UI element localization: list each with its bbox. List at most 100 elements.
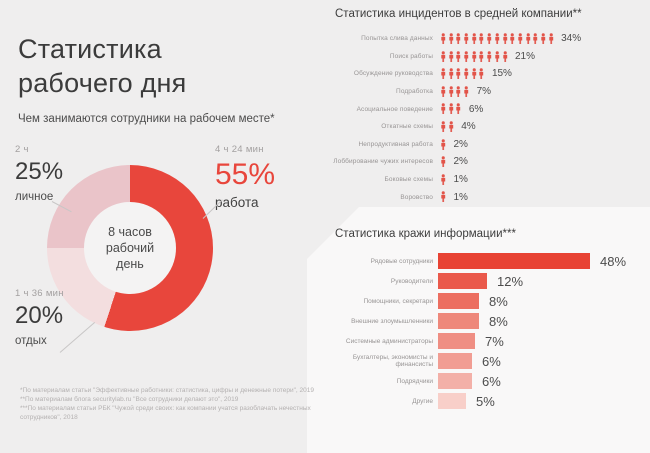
- segment-rest-name: отдых: [15, 335, 47, 347]
- footnotes: *По материалам статьи "Эффективные работ…: [20, 386, 320, 422]
- incident-row: Непродуктивная работа 2%: [330, 136, 581, 154]
- person-icon: [472, 33, 476, 44]
- theft-bar-row: Подрядчики 6%: [315, 371, 626, 391]
- leader-line-rest: [59, 321, 96, 353]
- incidents-rows: Попытка слива данных 34% Поиск работы 21% Об…: [330, 30, 581, 206]
- incident-row: Поиск работы 21%: [330, 48, 581, 66]
- theft-rows: Рядовые сотрудники 48% Руководители 12% Помо…: [315, 251, 626, 411]
- person-icon: [495, 33, 500, 44]
- theft-bar-label: Системные администраторы: [345, 337, 433, 345]
- incident-row: Воровство 1%: [330, 188, 581, 206]
- person-icon: [441, 68, 446, 80]
- incident-value: 1%: [453, 191, 468, 203]
- person-icon: [502, 50, 507, 62]
- theft-bar: [438, 333, 475, 349]
- donut-center-line1: 8 часов: [108, 225, 152, 239]
- theft-bar-row: Руководители 12%: [315, 271, 626, 291]
- incident-row: Откатные схемы 4%: [330, 118, 581, 136]
- theft-bar-value: 5%: [476, 393, 495, 409]
- person-icon-group: [440, 33, 554, 45]
- person-icon: [441, 191, 446, 203]
- theft-bar-row: Бухгалтеры, экономисты и финансисты 6%: [315, 351, 626, 371]
- person-icon: [456, 33, 461, 44]
- segment-work-time: 4 ч 24 мин: [215, 144, 264, 155]
- incident-value: 34%: [561, 33, 582, 45]
- theft-bar-value: 7%: [485, 333, 504, 349]
- incident-value: 15%: [491, 68, 512, 80]
- segment-label-rest: 1 ч 36 мин 20% отдых: [15, 288, 64, 347]
- theft-bar: [438, 373, 472, 389]
- incident-label: Лоббирование чужих интересов: [333, 158, 433, 166]
- theft-bar-row: Рядовые сотрудники 48%: [315, 251, 626, 271]
- theft-bar-track: 7%: [438, 333, 504, 349]
- person-icon: [441, 138, 446, 150]
- donut-chart: 8 часов рабочий день: [47, 165, 213, 331]
- incident-row: Лоббирование чужих интересов 2%: [330, 153, 581, 171]
- person-icon: [479, 33, 484, 44]
- person-icon: [479, 50, 484, 62]
- incident-label: Боковые схемы: [384, 176, 433, 184]
- person-icon: [541, 33, 546, 44]
- segment-rest-time: 1 ч 36 мин: [15, 288, 64, 299]
- incident-value: 21%: [515, 50, 536, 62]
- theft-bar: [438, 273, 487, 289]
- donut-center-label: 8 часов рабочий день: [106, 224, 154, 272]
- person-icon: [441, 33, 446, 44]
- person-icon-group: [440, 50, 508, 63]
- page-title-line1: Статистика: [18, 34, 162, 64]
- theft-bar-label: Внешние злоумышленники: [351, 317, 433, 325]
- person-icon: [448, 33, 453, 44]
- person-icon: [448, 121, 453, 132]
- theft-bar-row: Другие 5%: [315, 391, 626, 411]
- incident-label: Непродуктивная работа: [358, 140, 433, 148]
- segment-label-personal: 2 ч 25% личное: [15, 144, 63, 203]
- person-icon: [441, 121, 446, 132]
- person-icon: [441, 174, 446, 185]
- person-icon-group: [440, 138, 447, 151]
- donut-center-line3: день: [116, 257, 144, 271]
- theft-bar-value: 8%: [489, 293, 508, 309]
- theft-bar-label: Бухгалтеры, экономисты и финансисты: [352, 354, 433, 368]
- person-icon-group: [440, 86, 470, 98]
- page-subtitle: Чем занимаются сотрудники на рабочем мес…: [18, 113, 275, 125]
- incident-label: Поиск работы: [389, 52, 433, 60]
- theft-bar-label: Другие: [412, 397, 433, 405]
- person-icon: [448, 103, 453, 115]
- incident-label: Попытка слива данных: [361, 35, 433, 43]
- footnote-2: **По материалам блога securitylab.ru "Вс…: [20, 396, 239, 403]
- incident-value: 4%: [461, 121, 476, 133]
- theft-bar-track: 6%: [438, 353, 501, 369]
- person-icon: [464, 33, 469, 44]
- incident-row: Боковые схемы 1%: [330, 171, 581, 189]
- person-icon: [464, 68, 469, 80]
- theft-bar-label: Подрядчики: [396, 377, 433, 385]
- theft-bar: [438, 313, 479, 329]
- theft-bar-value: 6%: [482, 373, 501, 389]
- person-icon: [472, 50, 476, 62]
- segment-rest-percent: 20%: [15, 302, 64, 329]
- theft-bar-track: 8%: [438, 313, 508, 329]
- incident-label: Подработка: [396, 88, 433, 96]
- incident-value: 2%: [453, 138, 468, 150]
- theft-bar: [438, 393, 466, 409]
- incident-value: 6%: [468, 103, 484, 115]
- person-icon: [548, 33, 553, 44]
- person-icon: [472, 68, 476, 80]
- person-icon: [518, 33, 523, 44]
- theft-bar-value: 48%: [600, 253, 627, 269]
- person-icon: [510, 33, 515, 44]
- person-icon: [456, 50, 461, 62]
- theft-bar-label: Руководители: [390, 277, 433, 285]
- footnote-3: ***По материалам статьи РБК "Чужой среди…: [20, 405, 311, 421]
- theft-bar-value: 12%: [497, 273, 524, 289]
- person-icon: [441, 156, 446, 168]
- person-icon-group: [440, 103, 462, 115]
- incident-label: Откатные схемы: [381, 123, 433, 131]
- footnote-1: *По материалам статьи "Эффективные работ…: [20, 387, 314, 394]
- person-icon-group: [440, 191, 447, 203]
- theft-bar: [438, 353, 472, 369]
- incident-row: Обсуждение руководства 15%: [330, 65, 581, 83]
- theft-bar-value: 8%: [489, 313, 508, 329]
- incident-row: Асоциальное поведение 6%: [330, 100, 581, 118]
- person-icon-group: [440, 121, 454, 133]
